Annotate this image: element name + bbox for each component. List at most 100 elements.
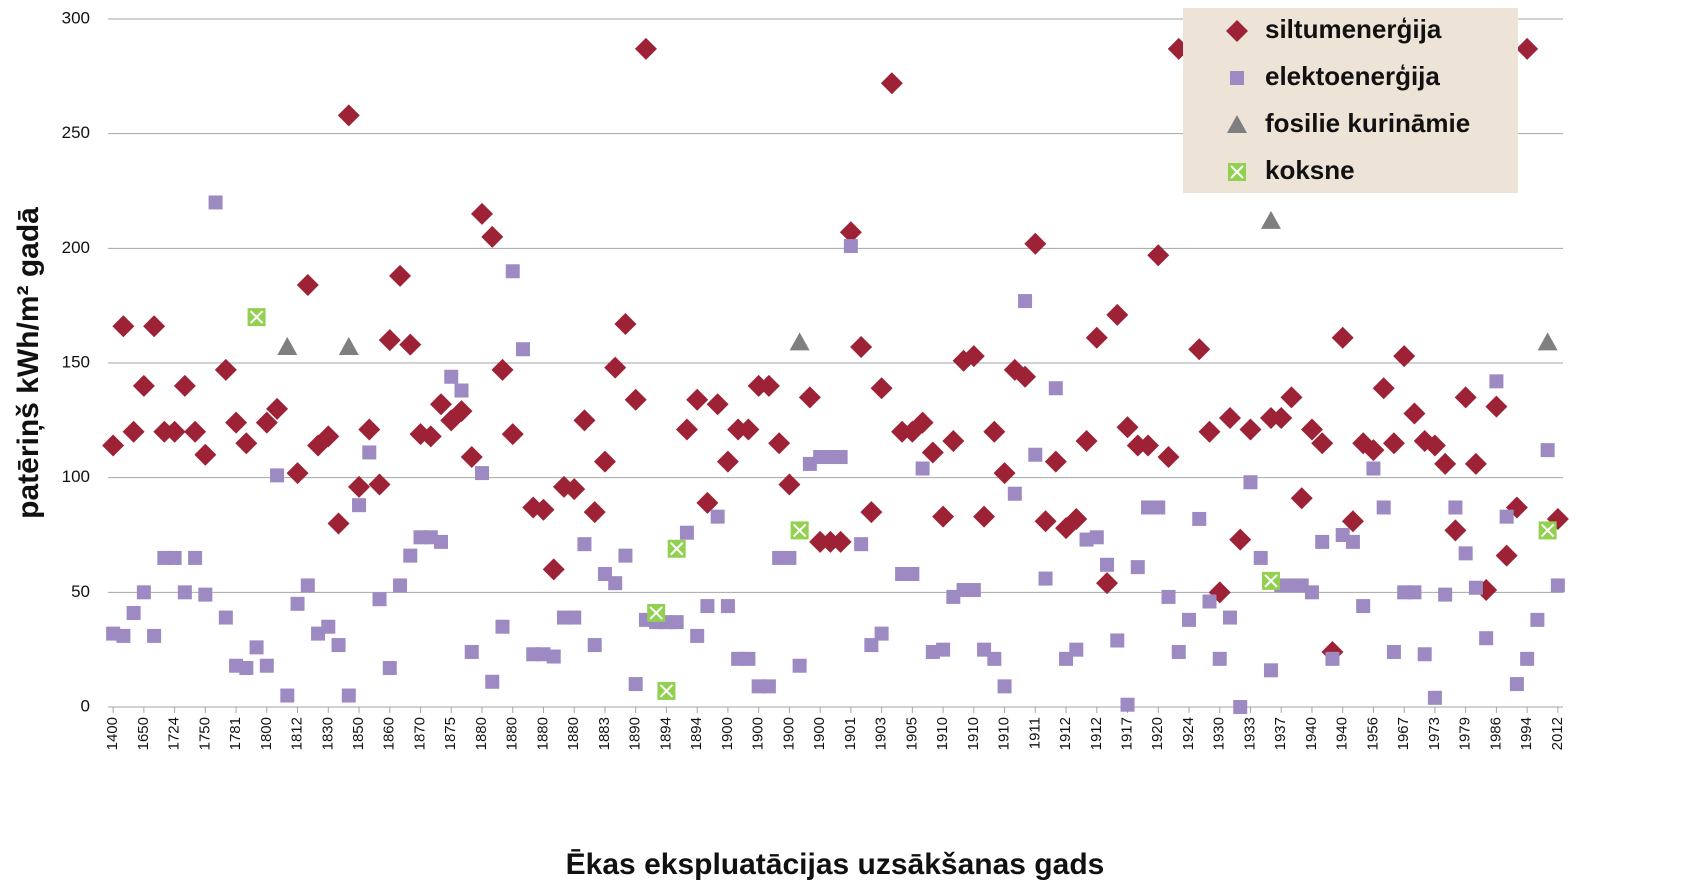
marker: [1219, 407, 1241, 429]
marker-shape: [973, 506, 995, 528]
marker-shape: [332, 638, 346, 652]
marker-shape: [1233, 700, 1247, 714]
marker: [379, 329, 401, 351]
legend-label: fosilie kurināmie: [1265, 108, 1470, 138]
marker: [1028, 448, 1042, 462]
marker-shape: [516, 342, 530, 356]
marker: [369, 474, 391, 496]
marker: [373, 592, 387, 606]
marker: [287, 462, 309, 484]
marker: [762, 679, 776, 693]
marker-shape: [321, 620, 335, 634]
marker-shape: [1325, 652, 1339, 666]
marker: [875, 627, 889, 641]
marker-shape: [1510, 677, 1524, 691]
marker: [481, 226, 503, 248]
marker: [342, 689, 356, 703]
marker-shape: [1448, 500, 1462, 514]
marker-shape: [1264, 663, 1278, 677]
marker: [625, 389, 647, 411]
x-tick-label: 1933: [1241, 717, 1258, 750]
marker-shape: [1147, 244, 1169, 266]
marker-shape: [1158, 446, 1180, 468]
marker-shape: [844, 239, 858, 253]
marker: [1151, 500, 1165, 514]
marker: [1049, 381, 1063, 395]
marker: [495, 620, 509, 634]
x-tick-label: 1900: [750, 717, 767, 750]
marker-shape: [1069, 643, 1083, 657]
marker-shape: [625, 389, 647, 411]
marker-shape: [1172, 645, 1186, 659]
marker: [1090, 530, 1104, 544]
marker: [588, 638, 602, 652]
x-tick-label: 1880: [504, 717, 521, 750]
x-tick-label: 1724: [166, 717, 183, 750]
marker: [905, 567, 919, 581]
marker: [1551, 578, 1565, 592]
marker: [219, 611, 233, 625]
marker: [127, 606, 141, 620]
marker-shape: [635, 38, 657, 60]
marker: [137, 585, 151, 599]
marker-shape: [1516, 38, 1538, 60]
marker-shape: [1230, 71, 1244, 85]
marker-shape: [762, 679, 776, 693]
marker: [791, 521, 809, 539]
marker: [1045, 451, 1067, 473]
marker: [635, 38, 657, 60]
x-tick-label: 1812: [289, 717, 306, 750]
marker-shape: [860, 501, 882, 523]
marker-shape: [455, 384, 469, 398]
y-axis-title: patēriņš kWh/m² gadā: [12, 207, 45, 519]
legend-label: siltumenerģija: [1265, 14, 1442, 44]
marker: [1510, 677, 1524, 691]
marker-shape: [1202, 595, 1216, 609]
marker: [1228, 163, 1246, 181]
marker: [1356, 599, 1370, 613]
marker-shape: [690, 629, 704, 643]
marker-shape: [1538, 332, 1558, 350]
marker-shape: [379, 329, 401, 351]
x-tick-label: 1973: [1426, 717, 1443, 750]
marker-shape: [215, 359, 237, 381]
marker: [1373, 377, 1395, 399]
marker: [547, 650, 561, 664]
marker: [1069, 643, 1083, 657]
marker: [860, 501, 882, 523]
marker-shape: [629, 677, 643, 691]
marker: [465, 645, 479, 659]
marker-shape: [1261, 211, 1281, 229]
marker: [321, 620, 335, 634]
marker: [455, 384, 469, 398]
marker-shape: [1551, 578, 1565, 592]
marker: [260, 659, 274, 673]
x-tick-label: 1400: [104, 717, 121, 750]
marker: [1086, 327, 1108, 349]
x-tick-label: 1920: [1149, 717, 1166, 750]
chart: Ēkas ekspluatācijas uzsākšanas gads patē…: [0, 0, 1706, 884]
marker: [112, 315, 134, 337]
marker: [604, 357, 626, 379]
x-tick-label: 1900: [780, 717, 797, 750]
marker: [301, 578, 315, 592]
marker: [1496, 545, 1518, 567]
marker: [502, 423, 524, 445]
marker-shape: [1198, 421, 1220, 443]
y-tick-label: 50: [71, 582, 90, 601]
marker-shape: [198, 588, 212, 602]
marker-shape: [1192, 512, 1206, 526]
x-tick-label: 1894: [688, 717, 705, 750]
y-tick-label: 0: [81, 696, 90, 715]
marker: [768, 432, 790, 454]
marker: [1366, 461, 1380, 475]
marker: [670, 615, 684, 629]
marker-shape: [1541, 443, 1555, 457]
marker: [1539, 521, 1557, 539]
marker-shape: [717, 451, 739, 473]
marker: [711, 510, 725, 524]
marker: [328, 513, 350, 535]
marker-shape: [543, 558, 565, 580]
marker: [973, 506, 995, 528]
marker-shape: [342, 689, 356, 703]
